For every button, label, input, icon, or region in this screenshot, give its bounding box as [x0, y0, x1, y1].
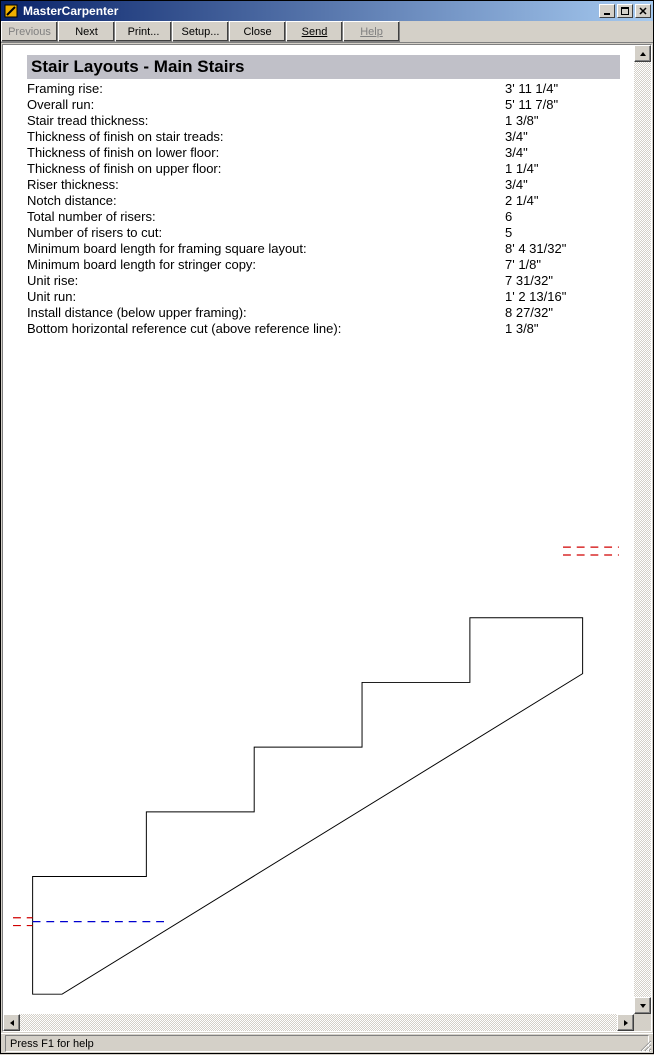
spec-value: 1 3/8": [505, 321, 620, 337]
spec-label: Number of risers to cut:: [27, 225, 505, 241]
help-button[interactable]: Help: [343, 21, 400, 42]
spec-row: Framing rise:3' 11 1/4": [27, 81, 620, 97]
scroll-up-button[interactable]: [634, 45, 651, 62]
spec-row: Number of risers to cut:5: [27, 225, 620, 241]
spec-label: Thickness of finish on stair treads:: [27, 129, 505, 145]
spec-label: Thickness of finish on lower floor:: [27, 145, 505, 161]
spec-label: Riser thickness:: [27, 177, 505, 193]
statusbar: Press F1 for help: [1, 1033, 653, 1053]
spec-value: 1 1/4": [505, 161, 620, 177]
close-button[interactable]: [635, 4, 651, 18]
scroll-track-vertical[interactable]: [634, 62, 651, 997]
status-text: Press F1 for help: [5, 1035, 649, 1052]
scroll-corner: [634, 1014, 651, 1031]
spec-label: Overall run:: [27, 97, 505, 113]
spec-row: Overall run:5' 11 7/8": [27, 97, 620, 113]
app-icon: [3, 3, 19, 19]
spec-row: Stair tread thickness:1 3/8": [27, 113, 620, 129]
spec-row: Unit rise:7 31/32": [27, 273, 620, 289]
spec-value: 1 3/8": [505, 113, 620, 129]
window-title: MasterCarpenter: [23, 4, 597, 18]
spec-row: Minimum board length for framing square …: [27, 241, 620, 257]
spec-row: Thickness of finish on lower floor:3/4": [27, 145, 620, 161]
spec-row: Minimum board length for stringer copy:7…: [27, 257, 620, 273]
spec-row: Thickness of finish on stair treads:3/4": [27, 129, 620, 145]
spec-row: Total number of risers:6: [27, 209, 620, 225]
spec-value: 2 1/4": [505, 193, 620, 209]
content-pane: Stair Layouts - Main Stairs Framing rise…: [2, 44, 652, 1032]
spec-value: 7 31/32": [505, 273, 620, 289]
spec-value: 3' 11 1/4": [505, 81, 620, 97]
spec-row: Notch distance:2 1/4": [27, 193, 620, 209]
spec-label: Bottom horizontal reference cut (above r…: [27, 321, 505, 337]
titlebar[interactable]: MasterCarpenter: [1, 1, 653, 21]
spec-value: 6: [505, 209, 620, 225]
resize-grip-icon[interactable]: [638, 1038, 652, 1052]
spec-label: Total number of risers:: [27, 209, 505, 225]
spec-value: 3/4": [505, 129, 620, 145]
spec-value: 8' 4 31/32": [505, 241, 620, 257]
app-window: MasterCarpenter Previous Next Print... S…: [0, 0, 654, 1054]
minimize-button[interactable]: [599, 4, 615, 18]
horizontal-scrollbar[interactable]: [3, 1014, 651, 1031]
stair-diagram: [3, 504, 625, 1004]
spec-row: Bottom horizontal reference cut (above r…: [27, 321, 620, 337]
spec-label: Thickness of finish on upper floor:: [27, 161, 505, 177]
maximize-button[interactable]: [617, 4, 633, 18]
window-buttons: [597, 4, 651, 18]
scroll-track-horizontal[interactable]: [20, 1014, 617, 1031]
spec-label: Minimum board length for stringer copy:: [27, 257, 505, 273]
vertical-scrollbar[interactable]: [634, 45, 651, 1014]
spec-row: Install distance (below upper framing):8…: [27, 305, 620, 321]
section-header: Stair Layouts - Main Stairs: [27, 55, 620, 79]
spec-label: Install distance (below upper framing):: [27, 305, 505, 321]
spec-row: Unit run:1' 2 13/16": [27, 289, 620, 305]
spec-row: Riser thickness:3/4": [27, 177, 620, 193]
spec-value: 7' 1/8": [505, 257, 620, 273]
scroll-left-button[interactable]: [3, 1014, 20, 1031]
spec-value: 5: [505, 225, 620, 241]
toolbar: Previous Next Print... Setup... Close Se…: [1, 21, 653, 43]
scroll-down-button[interactable]: [634, 997, 651, 1014]
spec-table: Framing rise:3' 11 1/4"Overall run:5' 11…: [27, 81, 620, 337]
spec-label: Minimum board length for framing square …: [27, 241, 505, 257]
spec-label: Framing rise:: [27, 81, 505, 97]
spec-value: 1' 2 13/16": [505, 289, 620, 305]
scroll-right-button[interactable]: [617, 1014, 634, 1031]
spec-row: Thickness of finish on upper floor:1 1/4…: [27, 161, 620, 177]
close-report-button[interactable]: Close: [229, 21, 286, 42]
print-button[interactable]: Print...: [115, 21, 172, 42]
spec-value: 3/4": [505, 177, 620, 193]
spec-value: 8 27/32": [505, 305, 620, 321]
spec-value: 3/4": [505, 145, 620, 161]
spec-label: Unit run:: [27, 289, 505, 305]
spec-label: Notch distance:: [27, 193, 505, 209]
setup-button[interactable]: Setup...: [172, 21, 229, 42]
previous-button[interactable]: Previous: [1, 21, 58, 42]
next-button[interactable]: Next: [58, 21, 115, 42]
content-scroll: Stair Layouts - Main Stairs Framing rise…: [3, 45, 651, 1031]
send-button[interactable]: Send: [286, 21, 343, 42]
spec-label: Unit rise:: [27, 273, 505, 289]
report-body: Stair Layouts - Main Stairs Framing rise…: [3, 45, 634, 1014]
spec-value: 5' 11 7/8": [505, 97, 620, 113]
spec-label: Stair tread thickness:: [27, 113, 505, 129]
